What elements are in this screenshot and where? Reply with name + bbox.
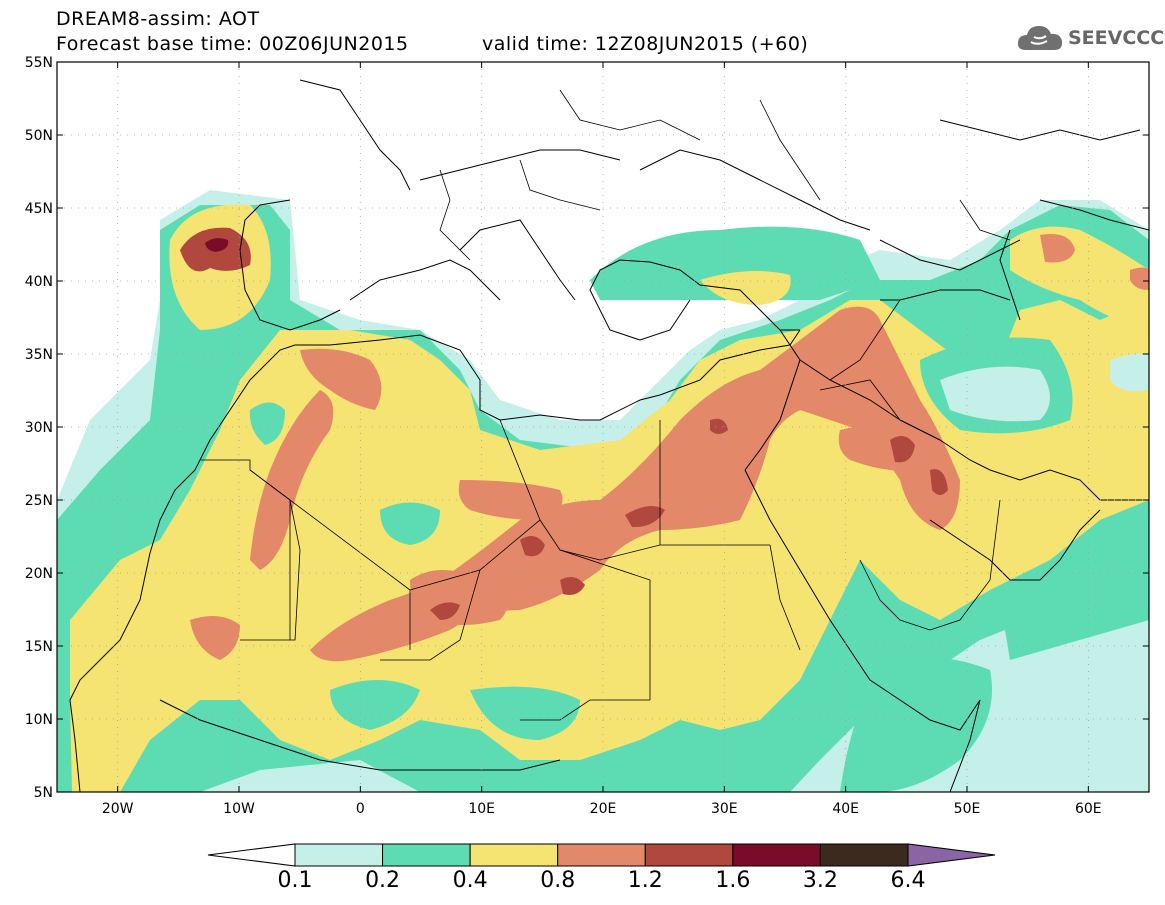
lon-tick-label: 10E: [468, 801, 495, 817]
lon-tick-label: 60E: [1075, 801, 1102, 817]
gridlines: [57, 62, 1149, 792]
colorbar-swatch: [557, 843, 646, 867]
colorbar-level-label: 0.8: [540, 868, 576, 893]
colorbar-above-triangle: [907, 843, 996, 867]
colorbar-level-label: 1.6: [715, 868, 751, 893]
logo-text: SEEVCCC: [1068, 27, 1165, 49]
valid-time: valid time: 12Z08JUN2015 (+60): [482, 33, 809, 55]
lat-tick-label: 55N: [25, 55, 53, 71]
lat-tick-label: 15N: [25, 639, 53, 655]
colorbar-level-label: 0.2: [365, 868, 401, 893]
lat-tick-label: 50N: [25, 128, 53, 144]
lon-tick-label: 40E: [832, 801, 859, 817]
lon-tick-label: 20E: [590, 801, 617, 817]
forecast-base-time: Forecast base time: 00Z06JUN2015: [56, 33, 409, 55]
aot-level-0.1-patches: [940, 353, 1149, 422]
lon-tick-label: 50E: [954, 801, 981, 817]
lat-tick-label: 45N: [25, 201, 53, 217]
colorbar: [207, 843, 996, 867]
colorbar-level-label: 1.2: [627, 868, 663, 893]
lon-tick-label: 30E: [711, 801, 738, 817]
colorbar-swatch: [819, 843, 909, 867]
lat-tick-label: 25N: [25, 493, 53, 509]
lat-tick-label: 40N: [25, 274, 53, 290]
country-borders: [200, 89, 1011, 721]
colorbar-level-label: 6.4: [890, 868, 926, 893]
lat-tick-label: 30N: [25, 420, 53, 436]
aot-level-1.6: [205, 238, 229, 252]
colorbar-swatch: [644, 843, 734, 867]
lon-tick-label: 10W: [223, 801, 255, 817]
lon-tick-label: 20W: [102, 801, 134, 817]
colorbar-swatch: [732, 843, 821, 867]
colorbar-level-label: 3.2: [802, 868, 838, 893]
colorbar-swatch: [294, 843, 384, 867]
lon-tick-label: 0: [356, 801, 365, 817]
map-title: DREAM8-assim: AOT: [56, 8, 260, 30]
lat-tick-label: 20N: [25, 566, 53, 582]
aot-level-0.2-patches: [249, 337, 1073, 740]
lat-tick-label: 35N: [25, 347, 53, 363]
seevccc-logo: SEEVCCC: [1016, 22, 1164, 54]
lat-tick-label: 5N: [34, 785, 53, 801]
colorbar-level-label: 0.4: [452, 868, 488, 893]
colorbar-swatch: [382, 843, 471, 867]
lat-tick-label: 10N: [25, 712, 53, 728]
cloud-icon: [1017, 26, 1063, 50]
colorbar-swatch: [469, 843, 559, 867]
coastlines: [69, 79, 1149, 792]
colorbar-level-label: 0.1: [277, 868, 313, 893]
colorbar-below-triangle: [207, 843, 296, 867]
